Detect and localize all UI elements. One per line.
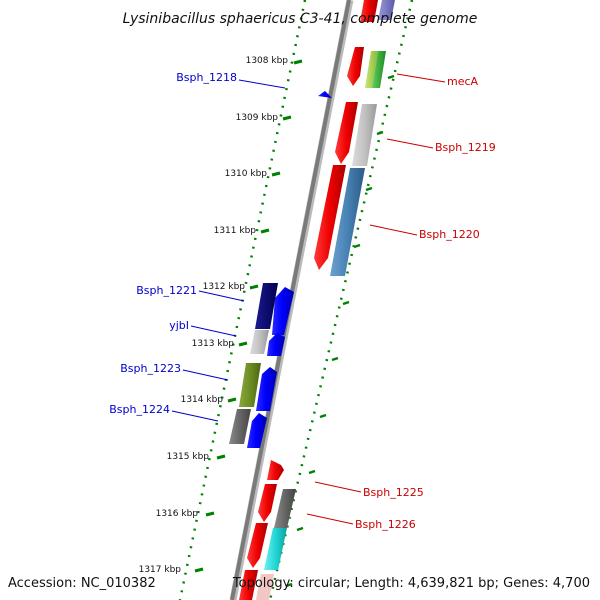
tick-mark xyxy=(249,284,259,290)
minus-dotted-track xyxy=(178,0,307,600)
gene-bsph-1225-cds[interactable] xyxy=(267,460,284,480)
track-dash xyxy=(331,356,339,362)
label-bsph-1221[interactable]: Bsph_1221 xyxy=(136,284,197,297)
tick-label: 1312 kbp xyxy=(203,282,246,292)
leader-meca xyxy=(396,73,446,83)
gene-bsph-1219-cds[interactable] xyxy=(335,102,358,164)
track-dash xyxy=(376,130,384,136)
gene-bsph-1226-cds[interactable] xyxy=(258,484,277,522)
gene-top-partial-feature[interactable] xyxy=(378,0,395,20)
accession-text: Accession: NC_010382 xyxy=(8,576,156,591)
gene-top-partial-cds[interactable] xyxy=(360,0,378,22)
plus-track-dashes xyxy=(285,74,395,588)
tick-label: 1309 kbp xyxy=(236,113,279,123)
tick-mark xyxy=(227,397,237,403)
leader-bsph-1220 xyxy=(369,224,418,236)
plus-dotted-track xyxy=(268,0,414,600)
gene-bsph-1224-cds[interactable] xyxy=(247,413,267,448)
gene-bsph-1219-feature[interactable] xyxy=(352,104,377,166)
topology-text: Topology: circular; Length: 4,639,821 bp… xyxy=(232,576,590,591)
gene-bsph-1220-cds[interactable] xyxy=(314,165,346,270)
tick-label: 1311 kbp xyxy=(214,226,257,236)
track-dash xyxy=(387,74,395,80)
leader-bsph-1225 xyxy=(314,481,362,493)
tick-mark xyxy=(194,567,204,573)
plus-label-leaders xyxy=(306,73,446,525)
gene-bsph-1223-cds[interactable] xyxy=(256,367,277,411)
gene-yjbi-feature[interactable] xyxy=(250,330,269,354)
label-bsph-1225[interactable]: Bsph_1225 xyxy=(363,486,424,499)
track-dash xyxy=(342,300,350,306)
leader-bsph-1218 xyxy=(238,79,286,89)
leader-bsph-1221 xyxy=(198,290,245,302)
tick-label: 1314 kbp xyxy=(181,395,224,405)
gene-bsph-1221-cds[interactable] xyxy=(272,287,294,335)
leader-bsph-1226 xyxy=(306,513,354,525)
kbp-tick-labels: 1308 kbp 1309 kbp 1310 kbp 1311 kbp 1312… xyxy=(139,56,289,575)
tick-mark xyxy=(271,171,281,177)
tick-mark xyxy=(216,454,226,460)
gene-bsph-1224-feature[interactable] xyxy=(229,409,251,444)
map-title: Lysinibacillus sphaericus C3-41, complet… xyxy=(123,11,478,27)
label-bsph-1223[interactable]: Bsph_1223 xyxy=(120,362,181,375)
gene-bsph-1226-feature[interactable] xyxy=(274,489,296,528)
track-dash xyxy=(353,243,361,249)
gene-meca-cds[interactable] xyxy=(347,47,364,86)
plus-gene-labels: mecA Bsph_1219 Bsph_1220 Bsph_1225 Bsph_… xyxy=(355,75,496,531)
gene-bsph-1218[interactable] xyxy=(318,91,332,98)
gene-bsph-1223-feature[interactable] xyxy=(239,363,261,407)
leader-bsph-1224 xyxy=(171,410,219,422)
label-bsph-1226[interactable]: Bsph_1226 xyxy=(355,518,416,531)
gene-lower-pink[interactable] xyxy=(256,574,274,600)
label-bsph-1220[interactable]: Bsph_1220 xyxy=(419,228,480,241)
minus-gene-labels: Bsph_1218 Bsph_1221 yjbI Bsph_1223 Bsph_… xyxy=(109,71,237,416)
tick-label: 1316 kbp xyxy=(156,509,199,519)
gene-lower-red-1[interactable] xyxy=(247,523,268,568)
tick-label: 1310 kbp xyxy=(225,169,268,179)
label-bsph-1219[interactable]: Bsph_1219 xyxy=(435,141,496,154)
kbp-tick-marks xyxy=(194,59,303,573)
tick-label: 1308 kbp xyxy=(246,56,289,66)
gene-bsph-1220-feature[interactable] xyxy=(330,168,365,276)
label-meca[interactable]: mecA xyxy=(447,75,479,88)
label-bsph-1224[interactable]: Bsph_1224 xyxy=(109,403,170,416)
leader-bsph-1219 xyxy=(386,138,434,149)
gene-lower-red-2[interactable] xyxy=(239,570,258,600)
tick-label: 1315 kbp xyxy=(167,452,210,462)
tick-mark xyxy=(260,228,270,234)
track-dash xyxy=(319,413,327,419)
tick-label: 1313 kbp xyxy=(192,339,235,349)
gene-yjbi-cds[interactable] xyxy=(267,333,285,356)
leader-yjbi xyxy=(190,325,237,337)
tick-label: 1317 kbp xyxy=(139,565,182,575)
tick-mark xyxy=(293,59,303,65)
tick-mark xyxy=(238,341,248,347)
track-dash xyxy=(296,526,304,532)
minus-label-leaders xyxy=(171,79,286,422)
track-dash xyxy=(285,582,293,588)
label-bsph-1218[interactable]: Bsph_1218 xyxy=(176,71,237,84)
track-dash xyxy=(308,469,316,475)
gene-meca-feature-lime[interactable] xyxy=(365,51,378,88)
tick-mark xyxy=(205,511,215,517)
gene-lower-cyan[interactable] xyxy=(264,528,287,570)
tick-mark xyxy=(282,115,292,121)
leader-bsph-1223 xyxy=(182,369,229,381)
gene-bsph-1221-feature[interactable] xyxy=(255,283,278,329)
label-yjbi[interactable]: yjbI xyxy=(169,319,189,332)
gene-meca-feature-green[interactable] xyxy=(372,51,386,88)
track-dash xyxy=(365,186,373,192)
